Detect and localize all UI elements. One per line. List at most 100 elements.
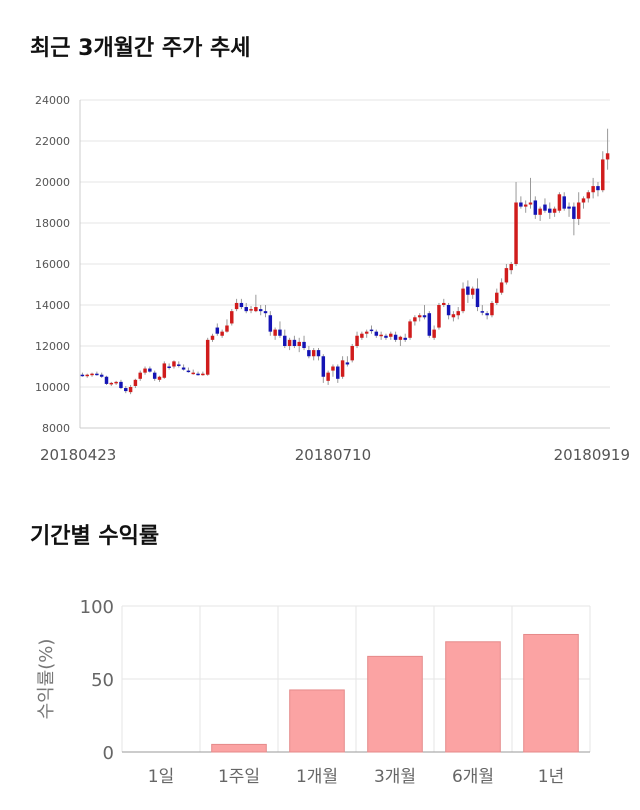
candle-body — [220, 331, 224, 336]
bar-grid — [121, 605, 591, 753]
candle-body — [557, 194, 562, 211]
bar-x-tick-label: 1일 — [148, 767, 174, 787]
candle-body — [239, 302, 244, 308]
candle-body — [572, 206, 576, 219]
candle-body — [384, 335, 388, 338]
candle-body — [162, 363, 167, 378]
candle-body — [360, 333, 364, 338]
bar-y-tick-label: 100 — [80, 597, 114, 618]
candlestick-series — [80, 128, 610, 395]
candlestick-y-tick-label: 24000 — [35, 94, 70, 107]
candle-body — [446, 305, 451, 316]
candle-body — [311, 350, 316, 357]
candle-body — [398, 336, 403, 340]
candle-body — [104, 376, 109, 384]
candle-body — [495, 292, 499, 303]
candle-body — [205, 339, 210, 375]
candle-body — [133, 379, 138, 386]
candle-body — [234, 302, 239, 310]
bar-x-ticks: 1일 1주일 1개월 3개월 6개월 1년 — [148, 767, 564, 787]
candle-body — [379, 334, 383, 337]
candle-body — [576, 202, 581, 219]
candle-body — [283, 335, 287, 346]
candle-body — [456, 311, 460, 316]
candle-body — [389, 333, 393, 337]
candle-body — [230, 311, 234, 324]
candle-body — [374, 331, 379, 336]
candle-body — [191, 372, 195, 375]
candle-body — [596, 186, 600, 191]
candle-body — [326, 372, 330, 381]
candle-body — [128, 387, 133, 393]
candlestick-x-tick-label: 20180919 — [554, 446, 630, 464]
candle-body — [403, 337, 407, 340]
candle-body — [263, 311, 268, 314]
candle-body — [95, 373, 99, 376]
candle-body — [278, 329, 282, 336]
candle-body — [80, 374, 85, 377]
candle-body — [201, 373, 205, 376]
candlestick-chart: 8000 10000 12000 14000 16000 18000 20000 22000 2… — [35, 94, 630, 464]
candle-body — [186, 370, 191, 373]
candle-body — [466, 286, 470, 295]
candle-body — [355, 335, 359, 346]
candlestick-y-tick-label: 22000 — [35, 135, 70, 148]
bar-y-tick-label: 50 — [91, 670, 114, 691]
candle-body — [605, 153, 610, 160]
candle-body — [504, 268, 509, 283]
candle-body — [475, 288, 480, 308]
candle-body — [408, 321, 412, 338]
candle-body — [143, 368, 147, 373]
candle-body — [586, 192, 591, 199]
candle-body — [331, 366, 335, 371]
candle-body — [417, 315, 422, 318]
candle-body — [581, 198, 586, 203]
candle-body — [437, 305, 441, 328]
candle-body — [543, 204, 547, 211]
candle-body — [548, 208, 552, 213]
candle-body — [316, 350, 321, 357]
candle-body — [172, 361, 176, 367]
candle-body — [485, 313, 489, 316]
candle-body — [177, 364, 181, 366]
bar-y-tick-label: 0 — [103, 743, 114, 764]
bar-1주일 — [211, 743, 267, 753]
bar-x-tick-label: 1주일 — [218, 767, 260, 787]
candle-body — [321, 356, 326, 377]
candle-body — [254, 307, 258, 312]
bar-series — [211, 633, 579, 753]
candlestick-y-ticks: 8000 10000 12000 14000 16000 18000 20000 22000 2… — [35, 94, 70, 435]
candle-body — [528, 202, 533, 205]
bar-1개월 — [289, 689, 345, 753]
candle-body — [273, 329, 277, 336]
candle-body — [138, 372, 142, 379]
candle-body — [119, 381, 123, 389]
candlestick-x-ticks: 20180423 20180710 20180919 — [40, 446, 630, 464]
candle-body — [336, 366, 340, 379]
candle-body — [451, 314, 456, 318]
candle-body — [90, 373, 94, 376]
candle-body — [364, 331, 369, 334]
candle-body — [225, 325, 229, 332]
candle-body — [99, 374, 104, 377]
candle-body — [114, 381, 118, 384]
bar-y-axis-label-text: 수익률(%) — [36, 639, 57, 720]
candle-body — [249, 309, 253, 311]
candle-body — [345, 362, 350, 365]
candle-body — [427, 313, 432, 336]
candle-body — [85, 374, 89, 377]
candlestick-x-tick-label: 20180423 — [40, 446, 116, 464]
candle-body — [461, 288, 465, 312]
candle-body — [167, 366, 171, 368]
candlestick-y-tick-label: 14000 — [35, 299, 70, 312]
candle-body — [422, 315, 427, 318]
candle-body — [509, 264, 513, 271]
candle-body — [523, 204, 528, 207]
bar-x-tick-label: 1개월 — [296, 767, 338, 787]
candle-body — [148, 368, 152, 372]
candle-body — [413, 317, 417, 322]
candle-body — [287, 339, 292, 346]
candle-body — [307, 350, 311, 357]
candle-body — [562, 196, 566, 209]
candle-body — [258, 309, 263, 312]
